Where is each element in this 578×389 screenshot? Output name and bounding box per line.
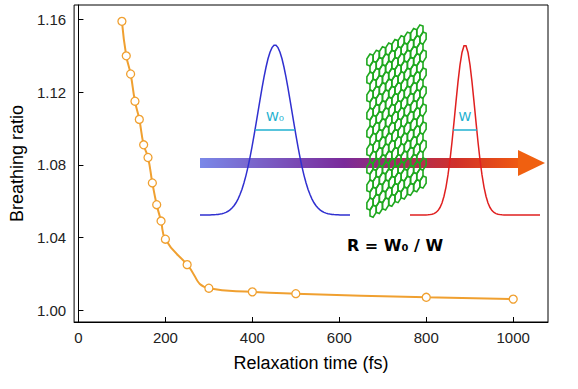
svg-text:W: W: [459, 109, 472, 124]
svg-text:600: 600: [327, 329, 352, 346]
svg-text:1.00: 1.00: [37, 302, 66, 319]
svg-text:1000: 1000: [497, 329, 530, 346]
svg-text:R = W₀ / W: R = W₀ / W: [347, 236, 444, 255]
svg-text:1.08: 1.08: [37, 156, 66, 173]
svg-text:1.04: 1.04: [37, 229, 66, 246]
svg-text:Relaxation time (fs): Relaxation time (fs): [234, 353, 389, 373]
svg-text:Breathing ratio: Breathing ratio: [7, 105, 27, 222]
svg-text:1.12: 1.12: [37, 84, 66, 101]
svg-text:800: 800: [414, 329, 439, 346]
svg-text:1.16: 1.16: [37, 11, 66, 28]
svg-text:W₀: W₀: [266, 109, 284, 124]
svg-text:0: 0: [74, 329, 82, 346]
svg-text:400: 400: [240, 329, 265, 346]
svg-text:200: 200: [153, 329, 178, 346]
